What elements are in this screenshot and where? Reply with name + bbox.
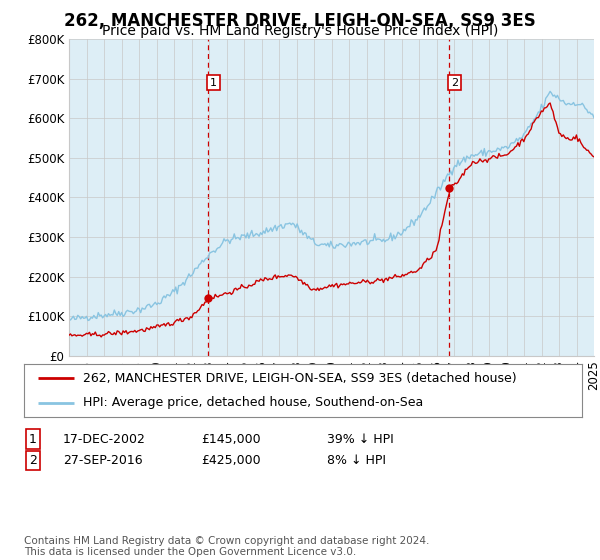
Text: 262, MANCHESTER DRIVE, LEIGH-ON-SEA, SS9 3ES (detached house): 262, MANCHESTER DRIVE, LEIGH-ON-SEA, SS9…: [83, 372, 516, 385]
Text: Price paid vs. HM Land Registry's House Price Index (HPI): Price paid vs. HM Land Registry's House …: [102, 24, 498, 38]
Text: 1: 1: [29, 432, 37, 446]
Text: £145,000: £145,000: [201, 432, 260, 446]
Text: 17-DEC-2002: 17-DEC-2002: [63, 432, 146, 446]
Text: 2: 2: [29, 454, 37, 467]
Text: 8% ↓ HPI: 8% ↓ HPI: [327, 454, 386, 467]
Text: HPI: Average price, detached house, Southend-on-Sea: HPI: Average price, detached house, Sout…: [83, 396, 423, 409]
Text: 1: 1: [210, 78, 217, 88]
Text: £425,000: £425,000: [201, 454, 260, 467]
Text: 262, MANCHESTER DRIVE, LEIGH-ON-SEA, SS9 3ES: 262, MANCHESTER DRIVE, LEIGH-ON-SEA, SS9…: [64, 12, 536, 30]
Text: 2: 2: [451, 78, 458, 88]
Text: 39% ↓ HPI: 39% ↓ HPI: [327, 432, 394, 446]
Text: Contains HM Land Registry data © Crown copyright and database right 2024.
This d: Contains HM Land Registry data © Crown c…: [24, 535, 430, 557]
Text: 27-SEP-2016: 27-SEP-2016: [63, 454, 143, 467]
